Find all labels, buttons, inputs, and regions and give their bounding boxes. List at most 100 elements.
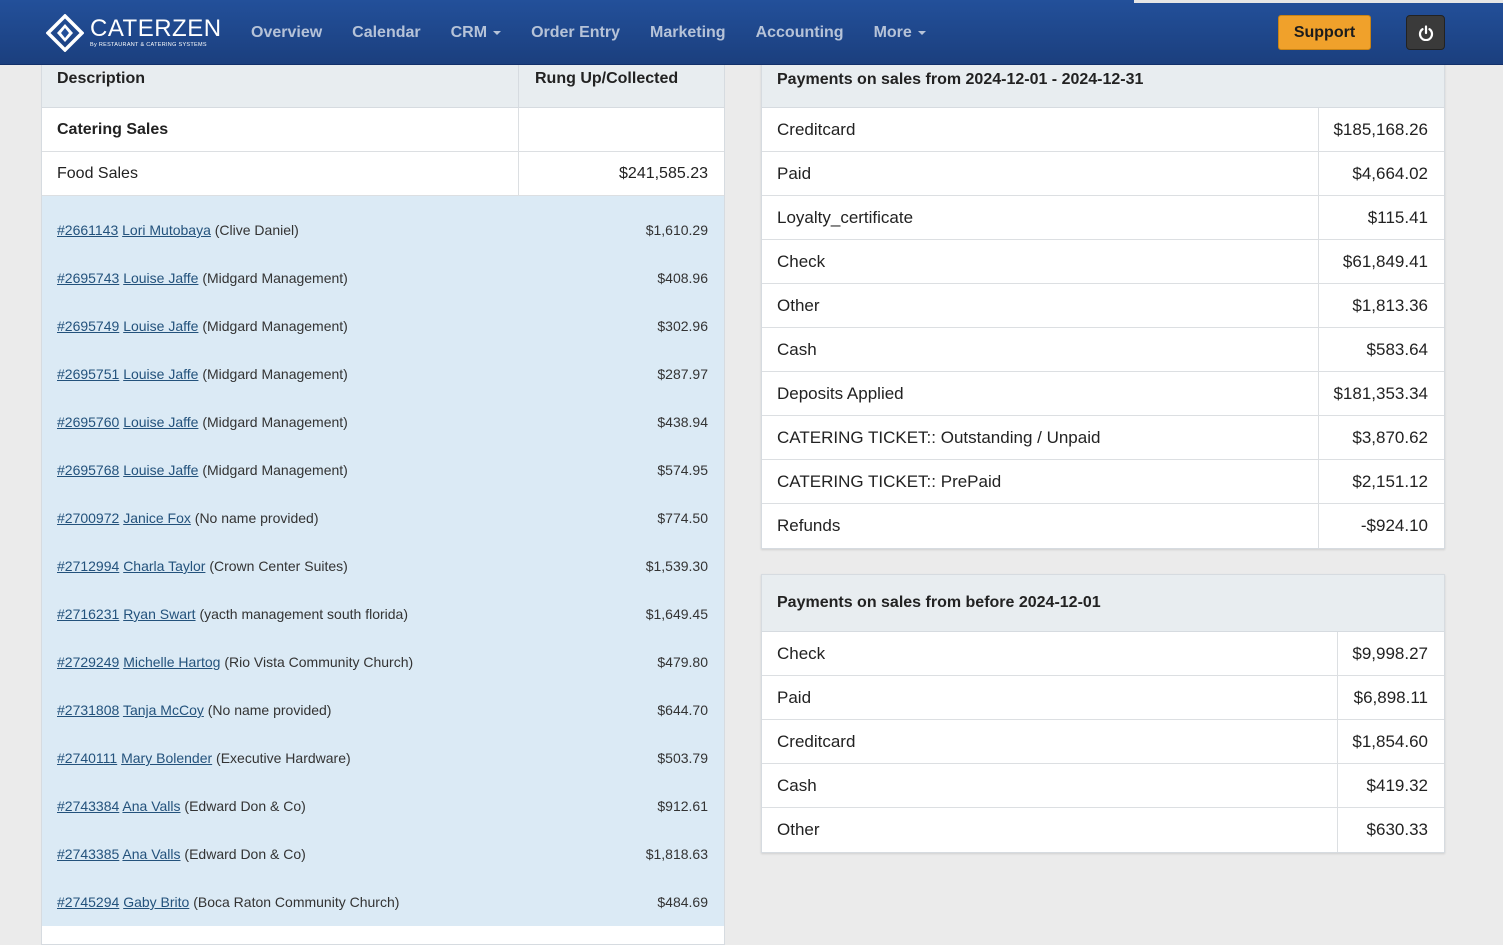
payment-method: Creditcard bbox=[777, 120, 856, 139]
payment-method: Loyalty_certificate bbox=[777, 208, 914, 227]
logout-button[interactable] bbox=[1406, 15, 1445, 50]
payment-amount: $185,168.26 bbox=[1318, 108, 1444, 151]
company-name: (Executive Hardware) bbox=[216, 750, 351, 766]
payments-current-rows: Creditcard $185,168.26 Paid $4,664.02 Loyalt… bbox=[762, 108, 1444, 548]
order-id-link[interactable]: #2729249 bbox=[57, 654, 120, 670]
order-row: #2743384 Ana Valls (Edward Don & Co) $912… bbox=[42, 782, 724, 830]
section-label: Catering Sales bbox=[42, 108, 519, 151]
customer-name-link[interactable]: Louise Jaffe bbox=[123, 414, 199, 430]
food-sales-label: Food Sales bbox=[42, 152, 519, 195]
customer-name-link[interactable]: Tanja McCoy bbox=[122, 702, 204, 718]
company-name: (No name provided) bbox=[207, 702, 332, 718]
company-name: (Midgard Management) bbox=[202, 270, 348, 286]
payments-before-rows: Check $9,998.27 Paid $6,898.11 Creditcard $1,… bbox=[762, 632, 1444, 852]
payment-method: Creditcard bbox=[777, 732, 856, 751]
nav-item-accounting[interactable]: Accounting bbox=[741, 0, 859, 65]
nav-item-label: Calendar bbox=[352, 23, 421, 41]
order-list: #2661143 Lori Mutobaya (Clive Daniel) $1,… bbox=[42, 196, 724, 926]
order-id-link[interactable]: #2743384 bbox=[57, 798, 120, 814]
power-icon bbox=[1418, 24, 1433, 41]
section-value bbox=[519, 108, 724, 151]
order-id-link[interactable]: #2743385 bbox=[57, 846, 120, 862]
payments-before-panel: Payments on sales from before 2024-12-01… bbox=[761, 574, 1445, 853]
payment-amount: $3,870.62 bbox=[1318, 416, 1444, 459]
customer-name-link[interactable]: Charla Taylor bbox=[123, 558, 206, 574]
customer-name-link[interactable]: Ana Valls bbox=[122, 846, 181, 862]
payment-amount: $583.64 bbox=[1318, 328, 1444, 371]
customer-name-link[interactable]: Michelle Hartog bbox=[123, 654, 221, 670]
payment-amount: $630.33 bbox=[1337, 808, 1444, 852]
main-nav: Overview Calendar CRM Order Entry Marketing A… bbox=[236, 0, 941, 65]
order-id-link[interactable]: #2695743 bbox=[57, 270, 120, 286]
payment-row: Creditcard $185,168.26 bbox=[762, 108, 1444, 152]
support-button[interactable]: Support bbox=[1278, 15, 1371, 50]
payment-method: CATERING TICKET:: Outstanding / Unpaid bbox=[777, 428, 1101, 447]
customer-name-link[interactable]: Louise Jaffe bbox=[123, 366, 199, 382]
order-amount: $1,539.30 bbox=[645, 558, 708, 574]
order-amount: $287.97 bbox=[657, 366, 708, 382]
order-description: #2712994 Charla Taylor (Crown Center Sui… bbox=[42, 558, 602, 574]
order-id-link[interactable]: #2740111 bbox=[57, 750, 118, 766]
customer-name-link[interactable]: Janice Fox bbox=[123, 510, 191, 526]
customer-name-link[interactable]: Ryan Swart bbox=[123, 606, 196, 622]
order-id-link[interactable]: #2695749 bbox=[57, 318, 120, 334]
nav-item-crm[interactable]: CRM bbox=[436, 0, 516, 65]
payment-row: Loyalty_certificate $115.41 bbox=[762, 196, 1444, 240]
caret-down-icon bbox=[493, 30, 502, 35]
caterzen-logo[interactable]: CATERZEN By RESTAURANT & CATERING SYSTEM… bbox=[46, 14, 226, 52]
company-name: (No name provided) bbox=[194, 510, 319, 526]
customer-name-link[interactable]: Ana Valls bbox=[122, 798, 181, 814]
customer-name-link[interactable]: Gaby Brito bbox=[123, 894, 190, 910]
order-amount: $912.61 bbox=[657, 798, 708, 814]
company-name: (Midgard Management) bbox=[202, 318, 348, 334]
payment-amount: $6,898.11 bbox=[1337, 676, 1444, 719]
payment-method: Other bbox=[777, 296, 820, 315]
nav-item-overview[interactable]: Overview bbox=[236, 0, 337, 65]
nav-item-marketing[interactable]: Marketing bbox=[635, 0, 741, 65]
order-id-link[interactable]: #2712994 bbox=[57, 558, 120, 574]
order-amount: $1,818.63 bbox=[645, 846, 708, 862]
payment-method: Other bbox=[777, 820, 820, 839]
nav-item-label: CRM bbox=[450, 23, 488, 41]
payment-method: Paid bbox=[777, 164, 812, 183]
customer-name-link[interactable]: Louise Jaffe bbox=[123, 318, 199, 334]
payment-row: Paid $4,664.02 bbox=[762, 152, 1444, 196]
company-name: (Clive Daniel) bbox=[214, 222, 299, 238]
customer-name-link[interactable]: Mary Bolender bbox=[121, 750, 213, 766]
payment-row: Deposits Applied $181,353.34 bbox=[762, 372, 1444, 416]
logo-wordmark: CATERZEN By RESTAURANT & CATERING SYSTEM… bbox=[90, 17, 222, 49]
nav-item-more[interactable]: More bbox=[859, 0, 941, 65]
nav-item-label: Order Entry bbox=[531, 23, 620, 41]
customer-name-link[interactable]: Louise Jaffe bbox=[123, 270, 199, 286]
payment-method: Refunds bbox=[777, 516, 841, 535]
company-name: (Midgard Management) bbox=[202, 414, 348, 430]
nav-item-calendar[interactable]: Calendar bbox=[337, 0, 435, 65]
order-id-link[interactable]: #2695760 bbox=[57, 414, 120, 430]
payment-amount: -$924.10 bbox=[1318, 504, 1444, 548]
order-id-link[interactable]: #2661143 bbox=[57, 222, 119, 238]
order-row: #2712994 Charla Taylor (Crown Center Sui… bbox=[42, 542, 724, 590]
payment-row: Cash $419.32 bbox=[762, 764, 1444, 808]
order-amount: $484.69 bbox=[657, 894, 708, 910]
customer-name-link[interactable]: Louise Jaffe bbox=[123, 462, 199, 478]
top-navbar: CATERZEN By RESTAURANT & CATERING SYSTEM… bbox=[0, 0, 1503, 65]
order-id-link[interactable]: #2745294 bbox=[57, 894, 120, 910]
payments-before-title: Payments on sales from before 2024-12-01 bbox=[762, 575, 1444, 632]
order-id-link[interactable]: #2731808 bbox=[57, 702, 120, 718]
order-row: #2700972 Janice Fox (No name provided) $7… bbox=[42, 494, 724, 542]
order-id-link[interactable]: #2695751 bbox=[57, 366, 120, 382]
payment-method: Cash bbox=[777, 340, 817, 359]
nav-item-order-entry[interactable]: Order Entry bbox=[516, 0, 635, 65]
order-description: #2745294 Gaby Brito (Boca Raton Communit… bbox=[42, 894, 602, 910]
order-description: #2695743 Louise Jaffe (Midgard Managemen… bbox=[42, 270, 602, 286]
payment-row: Check $9,998.27 bbox=[762, 632, 1444, 676]
order-amount: $503.79 bbox=[657, 750, 708, 766]
column-header-description: Description bbox=[42, 51, 519, 107]
nav-item-label: Overview bbox=[251, 23, 323, 41]
nav-item-label: Accounting bbox=[755, 23, 844, 41]
order-id-link[interactable]: #2716231 bbox=[57, 606, 120, 622]
order-id-link[interactable]: #2695768 bbox=[57, 462, 120, 478]
company-name: (Rio Vista Community Church) bbox=[224, 654, 414, 670]
order-id-link[interactable]: #2700972 bbox=[57, 510, 120, 526]
customer-name-link[interactable]: Lori Mutobaya bbox=[122, 222, 211, 238]
